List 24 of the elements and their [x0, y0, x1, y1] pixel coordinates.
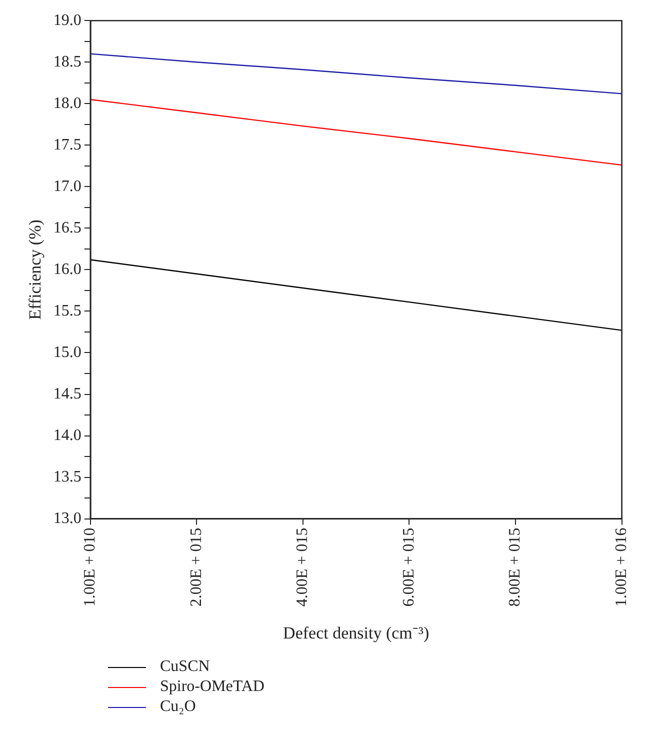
y-tick-label: 17.5	[53, 136, 82, 154]
x-tick-label: 2.00E + 015	[188, 528, 205, 607]
x-axis-title: Defect density (cm⁻³)	[283, 623, 430, 642]
y-tick-label: 13.5	[53, 468, 82, 486]
y-tick-label: 13.0	[53, 510, 82, 528]
y-tick-label: 17.0	[53, 178, 82, 195]
y-tick-label: 14.5	[53, 385, 82, 402]
y-tick-label: 15.0	[53, 344, 82, 361]
x-tick-label: 6.00E + 015	[400, 528, 418, 607]
y-tick-label: 18.5	[53, 53, 82, 70]
y-tick-label: 15.5	[53, 302, 82, 320]
legend-label: Cu₂O	[160, 698, 196, 716]
y-tick-label: 14.0	[53, 426, 82, 444]
y-axis-title: Efficiency (%)	[26, 220, 45, 320]
y-tick-label: 18.0	[53, 94, 82, 112]
x-tick-label: 4.00E + 015	[294, 528, 312, 607]
x-tick-label: 8.00E + 015	[506, 528, 524, 607]
x-tick-label: 1.00E + 016	[613, 528, 630, 607]
legend-label: Spiro-OMeTAD	[160, 678, 264, 696]
y-tick-label: 19.0	[53, 12, 82, 29]
y-tick-label: 16.0	[53, 260, 82, 278]
legend-label: CuSCN	[160, 658, 210, 676]
x-tick-label: 1.00E + 010	[82, 528, 99, 607]
y-tick-label: 16.5	[53, 219, 82, 236]
